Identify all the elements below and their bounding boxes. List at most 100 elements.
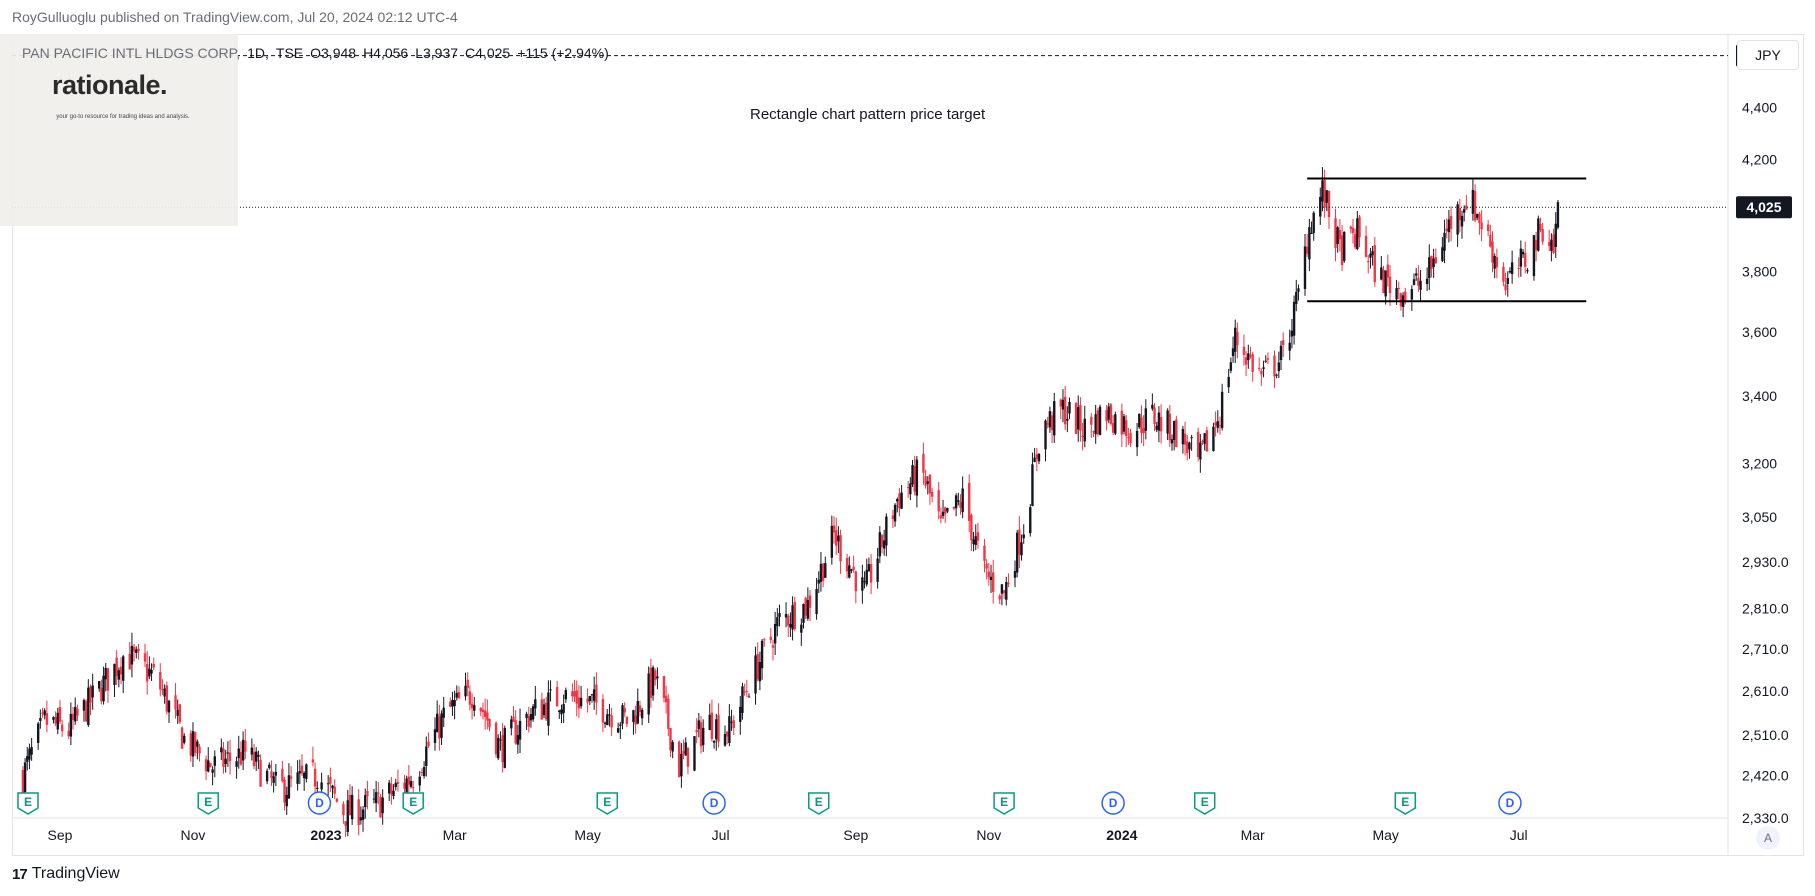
candle-body xyxy=(1399,293,1403,307)
candle-body xyxy=(52,717,55,720)
earnings-badge-icon xyxy=(1394,792,1417,815)
candle-body xyxy=(1037,453,1041,462)
candle-body xyxy=(377,792,380,794)
candle-body xyxy=(298,771,302,774)
earnings-badge-icon xyxy=(1193,792,1216,815)
candle-body xyxy=(595,684,598,703)
candle-body xyxy=(1186,441,1189,454)
candle-body xyxy=(1449,215,1453,229)
candle-body xyxy=(1388,276,1392,294)
auto-scale-button[interactable]: A xyxy=(1756,826,1780,850)
candle-body xyxy=(176,709,179,716)
candle-body xyxy=(137,648,140,652)
earnings-badge-label: E xyxy=(1000,795,1008,809)
candle-body xyxy=(226,752,230,754)
candle-body xyxy=(1552,234,1555,254)
candle-body xyxy=(1098,406,1102,435)
candle-body xyxy=(839,535,842,562)
candle-body xyxy=(682,750,685,754)
candle-body xyxy=(579,697,583,707)
candle-body xyxy=(610,715,613,728)
candle-body xyxy=(396,782,400,785)
candle-body xyxy=(1201,440,1204,443)
grid-layer xyxy=(12,34,1729,856)
candle-body xyxy=(1129,432,1132,444)
candle-body xyxy=(209,762,212,768)
candle-body xyxy=(880,534,884,547)
candle-body xyxy=(741,686,744,713)
candle-body xyxy=(1122,416,1126,432)
earnings-badge-label: E xyxy=(204,795,212,809)
candle-body xyxy=(906,487,910,489)
candle-body xyxy=(82,700,86,711)
candle-body xyxy=(987,571,991,578)
dividend-badge-label: D xyxy=(1109,796,1118,810)
candle-body xyxy=(638,705,642,713)
candle-body xyxy=(854,571,858,592)
candle-body xyxy=(1508,271,1512,273)
candle-body xyxy=(848,565,851,578)
candle-body xyxy=(1022,534,1025,539)
time-tick-label: 2024 xyxy=(1106,827,1137,843)
candle-body xyxy=(651,667,655,696)
candle-body xyxy=(952,506,956,509)
candle-body xyxy=(361,809,365,820)
candle-body xyxy=(1541,229,1544,242)
candle-body xyxy=(1059,399,1062,407)
candle-body xyxy=(499,739,502,741)
candle-body xyxy=(1081,435,1084,438)
candle-body xyxy=(1079,405,1082,431)
candle-body xyxy=(132,646,136,652)
candle-body xyxy=(1074,402,1078,434)
candle-body xyxy=(1517,268,1520,270)
candle-body xyxy=(1504,284,1507,291)
candle-body xyxy=(531,706,535,720)
candle-body xyxy=(662,675,666,698)
candle-body xyxy=(1279,345,1283,361)
dividend-badge-icon xyxy=(1101,791,1125,815)
candle-body xyxy=(1369,253,1372,258)
candle-body xyxy=(479,708,482,712)
candle-body xyxy=(939,515,943,519)
candle-body xyxy=(1229,362,1233,371)
dividend-badge-label: D xyxy=(710,796,719,810)
candle-body xyxy=(534,699,537,709)
candle-body xyxy=(1395,287,1398,300)
candle-body xyxy=(555,687,559,707)
candle-body xyxy=(1048,411,1052,428)
candle-body xyxy=(678,741,681,778)
symbol-exchange: TSE xyxy=(275,45,304,61)
price-tick-label: 2,330.0 xyxy=(1742,810,1789,826)
candle-body xyxy=(623,708,626,713)
symbol-legend[interactable]: PAN PACIFIC INTL HLDGS CORP, 1D, TSE O3,948… xyxy=(22,45,616,61)
candle-body xyxy=(616,728,620,733)
candle-body xyxy=(1220,391,1224,429)
candle-body xyxy=(122,656,125,681)
chart-frame[interactable] xyxy=(12,34,1804,856)
candle-body xyxy=(1506,278,1509,284)
candle-body xyxy=(1029,507,1032,534)
candle-body xyxy=(603,722,607,724)
candle-body xyxy=(359,817,363,821)
candle-body xyxy=(1196,431,1200,458)
candle-body xyxy=(451,699,454,707)
candle-body xyxy=(1035,454,1039,459)
candle-body xyxy=(409,781,413,787)
time-tick-label: Nov xyxy=(181,827,206,843)
candle-body xyxy=(1380,267,1383,280)
candle-body xyxy=(756,653,759,680)
currency-button[interactable]: JPY xyxy=(1737,40,1799,70)
price-tick-label: 3,200 xyxy=(1742,456,1777,472)
candle-body xyxy=(845,557,849,572)
candle-body xyxy=(1489,235,1492,247)
candle-body xyxy=(701,727,705,746)
candle-body xyxy=(747,696,751,698)
candle-body xyxy=(1247,353,1250,361)
tradingview-brand[interactable]: 17 TradingView xyxy=(12,865,120,883)
candle-body xyxy=(161,689,164,691)
candle-body xyxy=(1486,224,1490,232)
candle-body xyxy=(656,676,659,679)
candle-body xyxy=(861,577,864,591)
price-tick-label: 4,400 xyxy=(1742,100,1777,116)
